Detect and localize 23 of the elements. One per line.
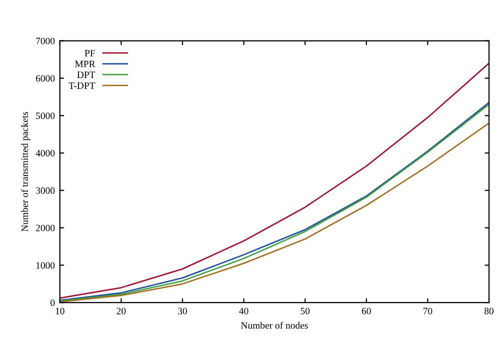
legend-label: DPT bbox=[77, 72, 96, 78]
y-tick-label: 0 bbox=[50, 300, 55, 306]
legend-label: T-DPT bbox=[68, 82, 96, 89]
x-tick-label: 20 bbox=[116, 308, 126, 314]
y-tick-label: 6000 bbox=[36, 75, 55, 82]
x-tick-label: 60 bbox=[362, 308, 371, 314]
y-tick-label: 1000 bbox=[36, 262, 55, 269]
legend-label: MPR bbox=[75, 60, 96, 68]
x-tick-label: 30 bbox=[178, 308, 187, 314]
legend-label: PF bbox=[84, 50, 95, 56]
y-tick-label: 4000 bbox=[36, 150, 55, 156]
x-tick-label: 80 bbox=[484, 308, 494, 314]
y-tick-label: 3000 bbox=[36, 187, 55, 194]
x-axis-title: Number of nodes bbox=[240, 322, 308, 329]
y-axis-title: Number of transmitted packets bbox=[21, 112, 30, 232]
x-tick-label: 10 bbox=[56, 308, 64, 314]
x-tick-label: 50 bbox=[300, 308, 310, 314]
y-tick-label: 7000 bbox=[36, 38, 55, 44]
x-tick-label: 40 bbox=[239, 308, 248, 314]
line-series bbox=[60, 62, 490, 299]
y-tick-label: 2000 bbox=[36, 224, 55, 232]
y-tick-label: 5000 bbox=[36, 112, 55, 120]
x-tick-label: 70 bbox=[423, 308, 432, 314]
